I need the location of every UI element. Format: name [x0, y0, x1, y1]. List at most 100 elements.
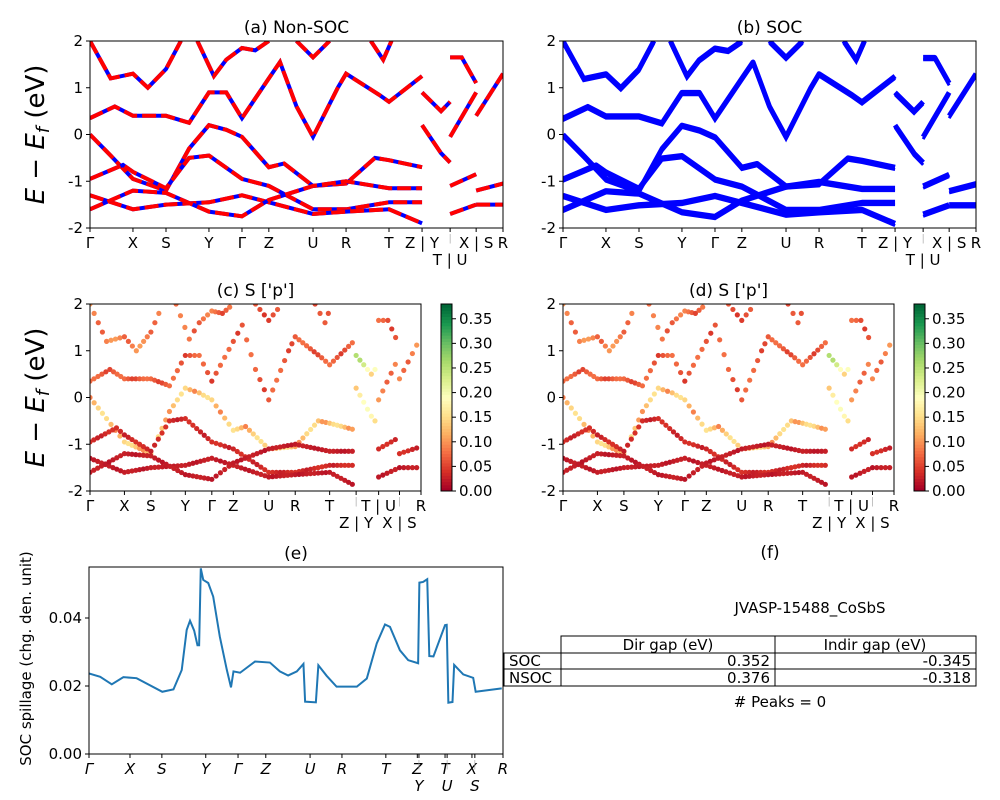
x-tick-label: Z	[411, 760, 423, 778]
band-weight-point	[213, 473, 219, 479]
colorbar-segment	[914, 313, 925, 317]
colorbar-segment	[914, 319, 925, 324]
band-weight-point	[213, 403, 219, 409]
colorbar-segment	[441, 441, 452, 445]
band-weight-point	[602, 376, 608, 382]
band-weight-point	[270, 312, 276, 318]
colorbar-tick-label: 0.20	[459, 384, 492, 402]
band-weight-point	[861, 468, 867, 474]
band-weight-point	[152, 320, 158, 326]
band-weight-point	[730, 306, 736, 313]
band-weight-point	[209, 397, 215, 403]
y-tick-label: -1	[68, 172, 83, 190]
band-weight-point	[296, 471, 302, 477]
colorbar-tick-label: 0.30	[459, 334, 492, 352]
x-tick-label: R	[498, 234, 508, 252]
colorbar-segment	[914, 462, 925, 467]
band-weight-point	[803, 358, 810, 364]
band-weight-point	[590, 453, 597, 459]
band-weight-point	[651, 416, 657, 422]
band-weight-point	[621, 465, 627, 471]
band-weight-point	[719, 467, 725, 474]
colorbar-segment	[914, 459, 925, 464]
band-weight-point	[655, 324, 661, 330]
colorbar-segment	[441, 422, 452, 427]
band-weight-point	[273, 473, 279, 479]
band-weight-point	[815, 462, 821, 468]
band-weight-point	[586, 425, 593, 431]
band-weight-point	[822, 426, 828, 432]
band-weight-point	[217, 442, 224, 448]
band-weight-point	[849, 317, 855, 323]
colorbar-segment	[914, 310, 925, 314]
band-weight-point	[129, 451, 135, 457]
band-weight-point	[125, 338, 131, 344]
band-weight-point	[312, 304, 318, 307]
band-weight-point	[853, 388, 859, 394]
band-weight-point	[319, 355, 325, 361]
band-weight-point	[664, 328, 670, 334]
band-weight-point	[869, 451, 876, 457]
band-weight-point	[91, 310, 97, 316]
colorbar-segment	[441, 316, 452, 321]
colorbar-segment	[914, 447, 925, 451]
x-tick-label: Γ	[681, 497, 690, 515]
band-weight-point	[217, 409, 224, 415]
y-axis-label-main: E − E	[21, 396, 51, 468]
band-weight-point	[841, 413, 847, 419]
x-tick-label: U	[305, 760, 316, 778]
band-soc-line	[563, 122, 896, 194]
colorbar-segment	[914, 428, 925, 433]
colorbar-frame	[913, 303, 926, 492]
band-weight-point	[742, 474, 749, 480]
band-weight-point	[261, 312, 267, 318]
y-tick-label: 1	[546, 342, 556, 360]
colorbar-tick-label: 0.15	[459, 408, 492, 426]
x-tick-label: Z	[260, 760, 272, 778]
colorbar-segment	[441, 425, 452, 430]
band-weight-point	[178, 462, 185, 469]
band-weight-point	[252, 304, 259, 307]
band-weight-point	[91, 400, 97, 406]
band-weight-point	[719, 427, 726, 433]
panel-title: (e)	[284, 544, 308, 564]
band-weight-point	[606, 376, 612, 382]
band-weight-point	[699, 444, 705, 451]
band-weight-point	[144, 453, 150, 459]
band-weight-point	[878, 359, 884, 365]
band-weight-point	[743, 387, 749, 393]
colorbar-segment	[914, 316, 925, 321]
band-soc-line	[922, 171, 951, 189]
colorbar-segment	[441, 400, 452, 405]
x-tick-label: R	[498, 760, 508, 778]
band-weight-point	[248, 352, 254, 358]
band-weight-point	[776, 343, 783, 349]
plot-area-c	[90, 304, 420, 487]
band-weight-point	[725, 366, 732, 373]
x-tick-label: Γ	[559, 497, 568, 515]
x-tick-label: R	[763, 497, 773, 515]
colorbar-segment	[441, 378, 452, 383]
x-tick-label: R	[814, 234, 824, 252]
band-weight-point	[721, 352, 727, 358]
band-weight-point	[636, 424, 642, 430]
colorbar-segment	[914, 472, 925, 476]
band-weight-point	[765, 334, 771, 340]
colorbar-segment	[914, 434, 925, 439]
x-tick-label: Y	[201, 760, 212, 778]
band-weight-point	[217, 470, 224, 476]
band-weight-point	[758, 472, 764, 478]
band-weight-point	[690, 442, 697, 448]
band-weight-point	[166, 418, 173, 424]
band-weight-point	[311, 349, 317, 355]
band-weight-point	[338, 448, 344, 454]
colorbar-segment	[441, 472, 452, 476]
band-weight-point	[643, 403, 650, 409]
band-weight-point	[837, 406, 844, 412]
band-weight-point	[171, 465, 177, 472]
band-weight-point	[695, 443, 701, 449]
band-weight-point	[887, 445, 893, 451]
x-tick-label: S	[146, 497, 156, 515]
band-weight-point	[628, 436, 634, 442]
